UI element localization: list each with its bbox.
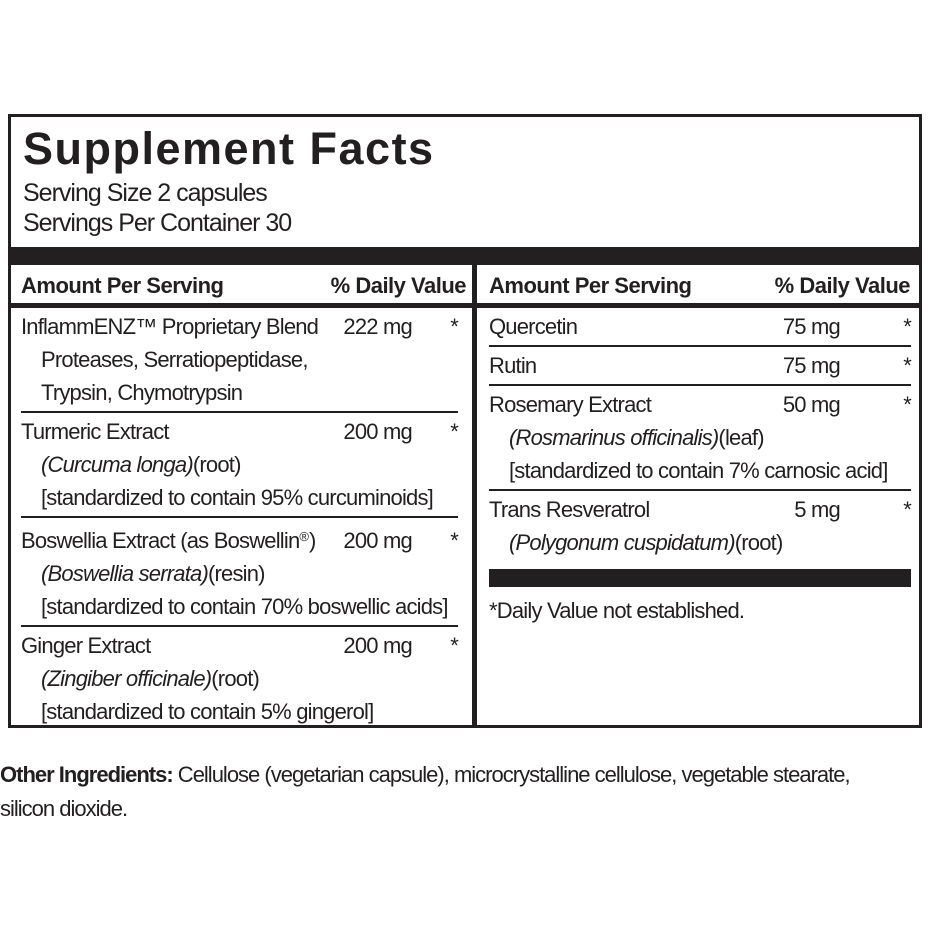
standardization-note: [standardized to contain 7% carnosic aci…: [509, 458, 888, 483]
plant-part: (leaf): [718, 425, 764, 450]
standardization-note: [standardized to contain 70% boswellic a…: [41, 594, 449, 619]
column-right: Amount Per Serving % Daily Value Quercet…: [477, 265, 919, 725]
other-ingredients-line2: silicon dioxide.: [0, 796, 128, 821]
botanical-line: (Polygonum cuspidatum)(root): [489, 526, 911, 559]
footnote-divider-bar: [489, 569, 911, 587]
ingredient-name: Rutin: [489, 353, 537, 378]
daily-value-asterisk: *: [903, 497, 912, 522]
column-left-header: Amount Per Serving % Daily Value: [11, 265, 472, 308]
daily-value-asterisk: *: [450, 314, 459, 339]
supplement-facts-panel: Supplement Facts Serving Size 2 capsules…: [8, 114, 922, 728]
ingredient-row-rosemary: Rosemary Extract 50 mg * (Rosmarinus off…: [489, 386, 912, 491]
botanical-name: (Zingiber officinale): [41, 666, 212, 691]
daily-value-asterisk: *: [903, 314, 912, 339]
serving-size: Serving Size 2 capsules: [23, 179, 268, 207]
blend-components-line: Proteases, Serratiopeptidase,: [41, 347, 308, 372]
daily-value-asterisk: *: [450, 419, 459, 444]
botanical-name: (Polygonum cuspidatum): [509, 530, 736, 555]
column-right-header: Amount Per Serving % Daily Value: [477, 265, 919, 308]
other-ingredients-line1: Cellulose (vegetarian capsule), microcry…: [172, 762, 851, 787]
ingredient-name: Boswellia Extract (as Boswellin®): [21, 520, 332, 557]
ingredient-name: Rosemary Extract: [489, 392, 652, 417]
daily-value-asterisk: *: [450, 633, 459, 658]
registered-trademark-symbol: ®: [299, 529, 310, 544]
plant-part: (root): [734, 530, 784, 555]
serving-info: Serving Size 2 capsules Servings Per Con…: [23, 178, 907, 238]
standardization-note: [standardized to contain 95% curcuminoid…: [41, 485, 434, 510]
botanical-line: (Curcuma longa)(root): [21, 448, 458, 481]
column-left-body: InflammENZ™ Proprietary Blend 222 mg * P…: [11, 308, 472, 728]
ingredient-name: Quercetin: [489, 314, 578, 339]
header-divider-bar: [11, 247, 919, 265]
servings-per-container: Servings Per Container 30: [23, 209, 292, 237]
ingredient-amount: 5 mg: [794, 497, 841, 522]
plant-part: (root): [211, 666, 260, 691]
botanical-name: (Boswellia serrata): [41, 561, 209, 586]
ingredient-amount: 200 mg: [343, 633, 412, 658]
column-right-body: Quercetin 75 mg * Rutin 75 mg * Rosemary…: [477, 308, 919, 627]
ingredient-name: Ginger Extract: [21, 633, 151, 658]
ingredient-name-text: Boswellia Extract (as Boswellin: [21, 528, 300, 553]
amount-per-serving-header: Amount Per Serving: [489, 273, 692, 298]
ingredient-amount: 200 mg: [343, 528, 412, 553]
daily-value-asterisk: *: [450, 528, 459, 553]
column-left: Amount Per Serving % Daily Value Inflamm…: [11, 265, 477, 725]
ingredient-row-boswellia: Boswellia Extract (as Boswellin®) 200 mg…: [21, 518, 459, 627]
other-ingredients-label: Other Ingredients:: [0, 762, 174, 787]
daily-value-asterisk: *: [903, 392, 912, 417]
ingredient-row-trans-resveratrol: Trans Resveratrol 5 mg * (Polygonum cusp…: [489, 491, 912, 559]
ingredient-amount: 200 mg: [343, 419, 412, 444]
ingredient-columns: Amount Per Serving % Daily Value Inflamm…: [11, 265, 919, 725]
plant-part: (resin): [207, 561, 266, 586]
daily-value-footnote: *Daily Value not established.: [489, 598, 745, 623]
ingredient-row-quercetin: Quercetin 75 mg *: [489, 308, 912, 347]
daily-value-asterisk: *: [903, 353, 912, 378]
plant-part: (root): [192, 452, 242, 477]
botanical-name: (Curcuma longa): [41, 452, 194, 477]
standardization-note: [standardized to contain 5% gingerol]: [41, 699, 374, 724]
amount-per-serving-header: Amount Per Serving: [21, 273, 224, 298]
blend-components-line: Trypsin, Chymotrypsin: [41, 380, 243, 405]
botanical-name: (Rosmarinus officinalis): [509, 425, 719, 450]
ingredient-amount: 50 mg: [782, 392, 841, 417]
ingredient-amount: 75 mg: [782, 353, 841, 378]
daily-value-header: % Daily Value: [774, 273, 911, 298]
ingredient-row-rutin: Rutin 75 mg *: [489, 347, 912, 386]
ingredient-row-turmeric: Turmeric Extract 200 mg * (Curcuma longa…: [21, 413, 459, 518]
ingredient-name: Trans Resveratrol: [489, 497, 650, 522]
panel-title-block: Supplement Facts Serving Size 2 capsules…: [11, 117, 919, 247]
ingredient-name: InflammENZ™ Proprietary Blend: [21, 314, 319, 339]
ingredient-amount: 75 mg: [782, 314, 841, 339]
botanical-line: (Zingiber officinale)(root): [21, 662, 458, 695]
ingredient-name-text: ): [309, 528, 316, 553]
daily-value-header: % Daily Value: [330, 273, 467, 298]
other-ingredients: Other Ingredients: Cellulose (vegetarian…: [0, 758, 930, 826]
botanical-line: (Boswellia serrata)(resin): [21, 557, 458, 590]
ingredient-amount: 222 mg: [343, 314, 412, 339]
ingredient-row-inflammenz: InflammENZ™ Proprietary Blend 222 mg * P…: [21, 308, 459, 413]
ingredient-row-ginger: Ginger Extract 200 mg * (Zingiber offici…: [21, 627, 459, 728]
ingredient-name: Turmeric Extract: [21, 419, 170, 444]
panel-title: Supplement Facts: [23, 123, 435, 174]
botanical-line: (Rosmarinus officinalis)(leaf): [489, 421, 911, 454]
